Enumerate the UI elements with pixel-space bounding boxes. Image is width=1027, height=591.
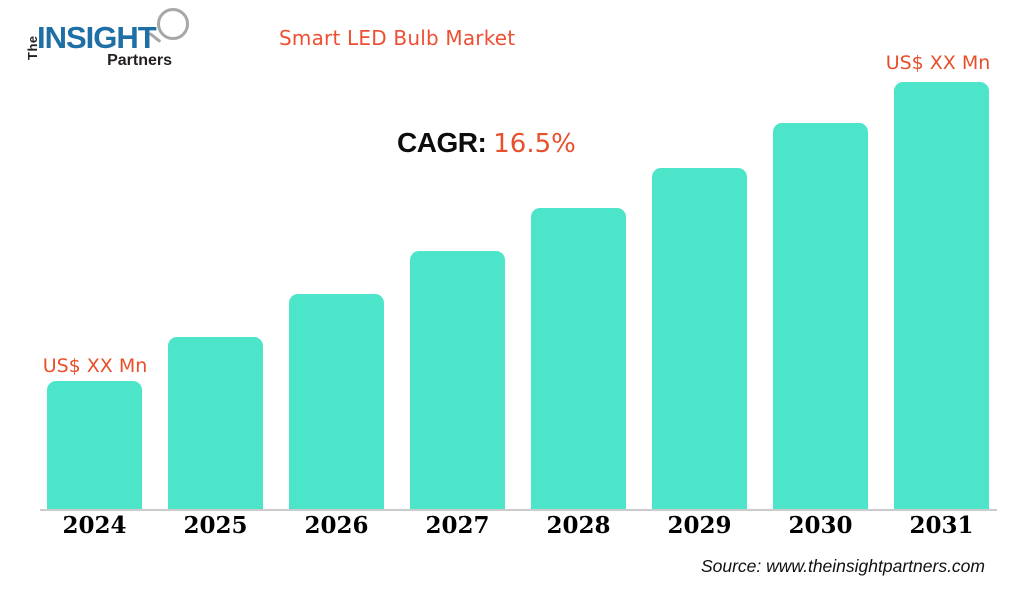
bar-2024 [47, 381, 142, 509]
x-axis-line [40, 509, 997, 511]
x-tick-2024: 2024 [62, 512, 127, 539]
bar-2025 [168, 337, 263, 509]
cagr-annotation: CAGR: 16.5% [397, 127, 576, 159]
x-tick-2031: 2031 [909, 512, 974, 539]
x-tick-2028: 2028 [546, 512, 611, 539]
magnifier-icon [157, 8, 189, 40]
x-tick-2027: 2027 [425, 512, 490, 539]
chart-title: Smart LED Bulb Market [279, 26, 516, 50]
x-tick-2029: 2029 [667, 512, 732, 539]
last-bar-value-label: US$ XX Mn [885, 52, 991, 74]
bar-2028 [531, 208, 626, 509]
cagr-value: 16.5% [493, 129, 576, 159]
first-bar-value-label: US$ XX Mn [42, 355, 148, 377]
source-text: Source: www.theinsightpartners.com [700, 556, 985, 576]
x-tick-2025: 2025 [183, 512, 248, 539]
bar-2031 [894, 82, 989, 509]
bar-2026 [289, 294, 384, 509]
cagr-label: CAGR: [397, 127, 487, 158]
bar-2029 [652, 168, 747, 509]
insight-partners-logo: The INSIGHT Partners [24, 6, 189, 72]
logo-insight-text: INSIGHT [37, 20, 157, 55]
logo-partners-text: Partners [107, 52, 172, 69]
x-tick-2030: 2030 [788, 512, 853, 539]
bar-2027 [410, 251, 505, 509]
bar-2030 [773, 123, 868, 509]
x-tick-2026: 2026 [304, 512, 369, 539]
